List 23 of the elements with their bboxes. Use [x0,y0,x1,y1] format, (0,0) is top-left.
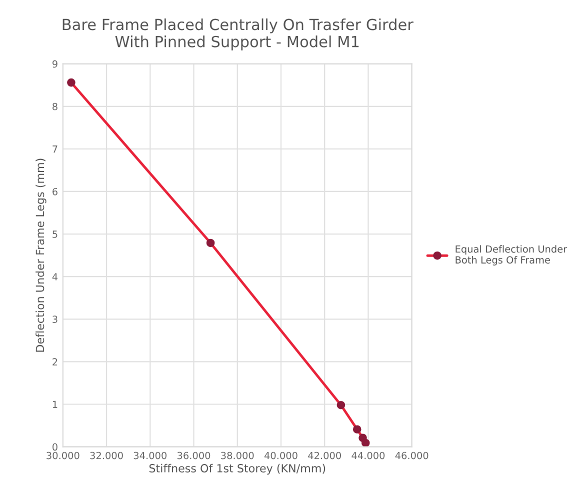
x-tick-label: 34.000 [134,452,167,460]
x-tick-label: 36.000 [177,452,210,460]
y-tick-label: 0 [52,443,58,451]
y-tick-label: 4 [52,273,58,280]
x-tick-label: 42.000 [308,452,341,460]
x-tick-label: 32.000 [90,452,123,460]
legend-label: Equal Deflection Under Both Legs Of Frame [456,245,568,266]
y-tick-label: 1 [52,400,58,408]
x-tick-label: 44.000 [352,452,385,460]
x-tick-label: 46.000 [395,452,428,460]
y-tick-label: 3 [52,316,58,323]
x-tick-label: 30.000 [46,452,80,460]
y-tick-label: 5 [52,230,58,238]
y-tick-label: 6 [52,188,58,196]
chart-title: Bare Frame Placed Centrally On Trasfer Girder With Pinned Support - Model M1 [62,18,414,50]
y-tick-label: 8 [52,102,58,110]
x-axis-title: Stiffness Of 1st Storey (KN/mm) [149,464,326,475]
x-tick-label: 38.000 [221,452,254,460]
y-tick-label: 2 [52,358,58,366]
y-axis-title: Deflection Under Frame Legs (mm) [36,158,46,352]
x-tick-label: 40.000 [264,452,298,460]
y-tick-label: 9 [52,60,58,68]
y-tick-label: 7 [52,146,58,153]
